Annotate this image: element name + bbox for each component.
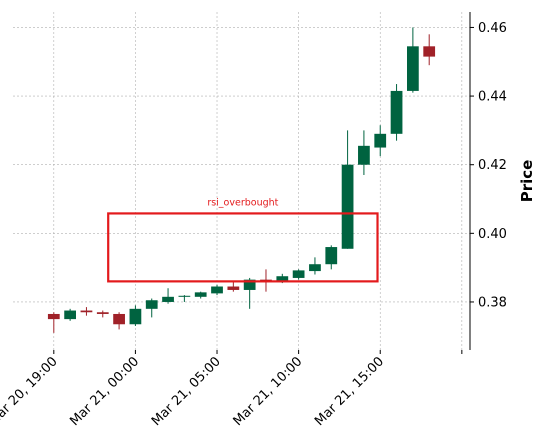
y-tick-label: 0.46 (478, 21, 507, 36)
candle-up (406, 46, 419, 91)
x-axis: Mar 20, 19:00 Mar 21, 00:00 Mar 21, 05:00 M… (0, 350, 463, 429)
x-tick-label: Mar 21, 15:00 (312, 354, 387, 429)
candle-up (211, 286, 223, 294)
candle-up (358, 145, 370, 165)
y-axis-label: Price (518, 160, 536, 203)
candle-down (260, 279, 272, 281)
y-tick-label: 0.40 (478, 227, 507, 242)
candle-up (194, 292, 207, 297)
candle-up (178, 295, 191, 297)
x-tick-label: Mar 21, 10:00 (231, 354, 306, 429)
x-tick-label: Mar 21, 05:00 (149, 354, 224, 429)
candle-down (113, 313, 125, 325)
candle-up (309, 264, 321, 272)
candle-down (423, 46, 436, 57)
grid-lines (13, 12, 470, 350)
candle-up (243, 279, 256, 290)
y-axis: 0.38 0.40 0.42 0.44 0.46 (470, 21, 507, 310)
annotation-label: rsi_overbought (207, 197, 278, 208)
candle-up (341, 164, 354, 249)
y-tick-label: 0.42 (478, 158, 507, 173)
candle-up (325, 247, 338, 265)
y-tick-label: 0.44 (478, 90, 507, 105)
candle-up (129, 308, 142, 325)
y-tick-label: 0.38 (478, 295, 507, 310)
candles (47, 27, 436, 333)
candle-down (227, 286, 240, 290)
candle-up (292, 270, 305, 278)
x-tick-label: Mar 21, 00:00 (67, 354, 142, 429)
candle-up (390, 90, 403, 134)
annotations: rsi_overbought (107, 197, 379, 283)
candle-up (145, 300, 158, 309)
candle-down (47, 313, 60, 320)
candle-up (162, 296, 174, 302)
candle-up (276, 276, 289, 281)
candle-up (64, 310, 77, 320)
annotation-box (107, 212, 379, 283)
candle-down (96, 312, 109, 314)
candle-up (374, 133, 387, 148)
candle-down (80, 310, 93, 313)
x-tick-label: Mar 20, 19:00 (0, 354, 61, 429)
